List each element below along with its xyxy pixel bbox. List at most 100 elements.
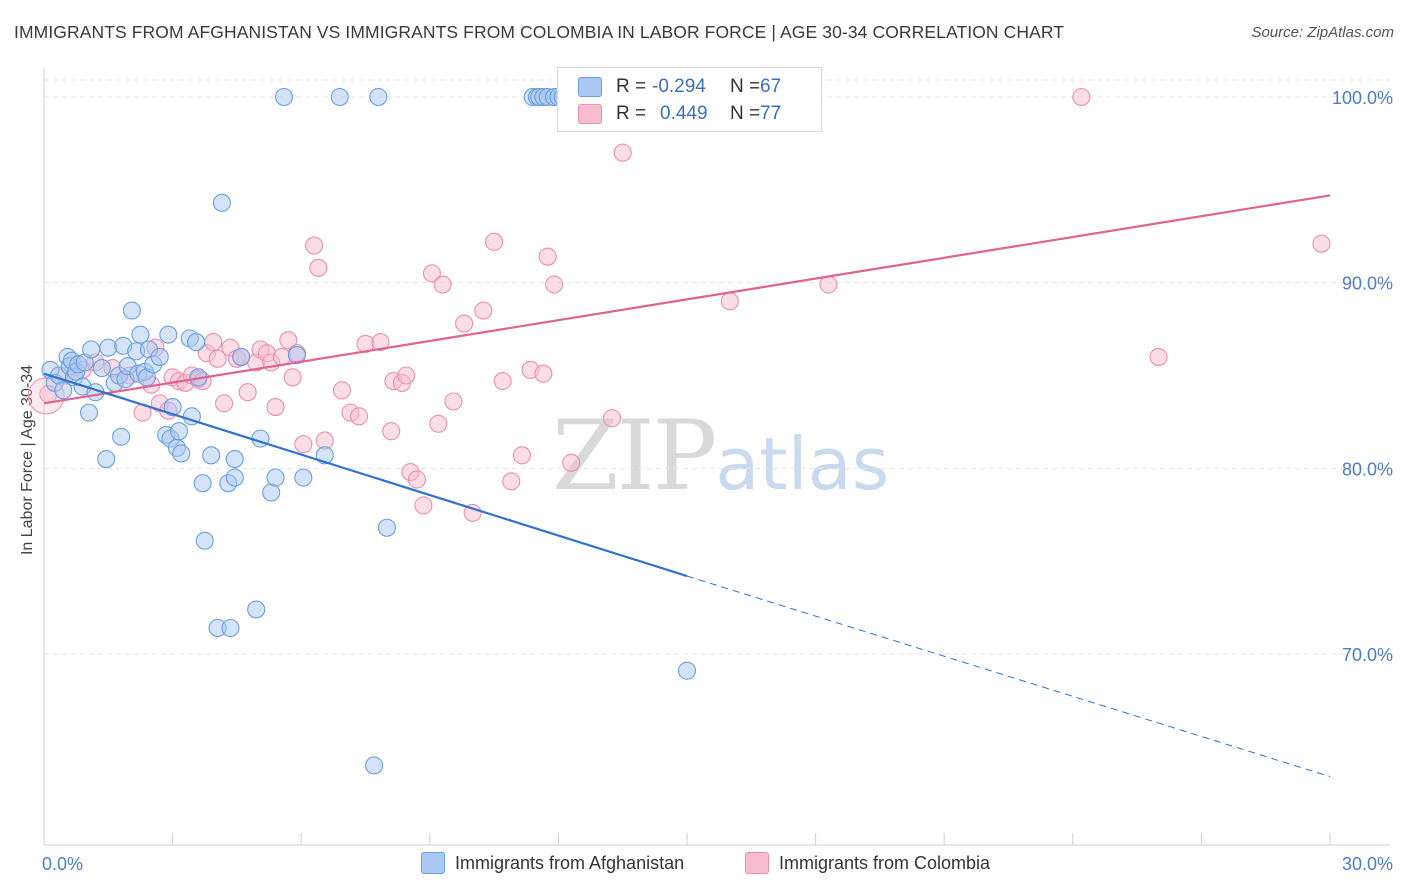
- colombia-point: [429, 414, 448, 433]
- afghanistan-point: [202, 446, 221, 465]
- stats-legend-row-colombia: R = 0.449 N = 77: [578, 101, 781, 127]
- colombia-point: [279, 331, 298, 350]
- axes: [43, 68, 1390, 846]
- afghanistan-point: [92, 359, 111, 378]
- colombia-trend-line: [43, 194, 1331, 405]
- afghanistan-point: [294, 468, 313, 487]
- colombia-point: [382, 422, 401, 441]
- afghanistan-point: [225, 449, 244, 469]
- colombia-point: [309, 258, 328, 277]
- colombia-point: [444, 392, 463, 411]
- afghanistan-point: [112, 427, 131, 446]
- afghanistan-point: [677, 661, 697, 680]
- colombia-point: [602, 409, 622, 428]
- colombia-point: [371, 333, 390, 352]
- legend-item-afghanistan[interactable]: Immigrants from Afghanistan: [421, 852, 684, 874]
- afghanistan-point: [365, 756, 384, 775]
- colombia-point: [266, 398, 285, 417]
- trend-lines: [43, 194, 1331, 778]
- colombia-point: [474, 301, 493, 320]
- colombia-point: [397, 366, 416, 385]
- colombia-point: [214, 394, 234, 413]
- legend-label-afghanistan: Immigrants from Afghanistan: [455, 852, 685, 873]
- colombia-point: [305, 236, 324, 255]
- afghanistan-point: [221, 618, 240, 638]
- afghanistan-point: [369, 87, 388, 107]
- chart-source: Source: ZipAtlas.com: [1251, 24, 1394, 41]
- n-value: 67: [760, 76, 782, 97]
- afghanistan-point: [97, 449, 116, 469]
- afghanistan-point: [82, 340, 101, 359]
- y-tick-label: 100.0%: [1332, 88, 1393, 108]
- afghanistan-point: [163, 398, 182, 417]
- colombia-point: [493, 372, 512, 391]
- colombia-point: [455, 314, 474, 333]
- colombia-point: [294, 435, 313, 454]
- r-value: -0.294: [652, 76, 706, 97]
- colombia-point: [414, 496, 433, 515]
- colombia-legend-swatch: [745, 852, 769, 874]
- colombia-point: [512, 446, 532, 465]
- series-legend: Immigrants from Afghanistan Immigrants f…: [0, 852, 1406, 878]
- colombia-point: [208, 349, 227, 368]
- afghanistan-point: [169, 422, 189, 441]
- afghanistan-point: [193, 474, 212, 493]
- legend-label-colombia: Immigrants from Colombia: [779, 852, 991, 873]
- afghanistan-point: [212, 193, 231, 212]
- afghanistan-point: [275, 87, 294, 107]
- afghanistan-point: [225, 468, 244, 487]
- chart-title: IMMIGRANTS FROM AFGHANISTAN VS IMMIGRANT…: [14, 22, 1065, 42]
- afghanistan-point: [172, 444, 191, 463]
- r-label: R =: [616, 76, 647, 97]
- colombia-point: [538, 247, 557, 266]
- afghanistan-point: [187, 333, 206, 352]
- x-tick-label: 0.0%: [42, 854, 83, 874]
- afghanistan-point: [79, 403, 99, 422]
- colombia-point: [238, 383, 257, 402]
- y-tick-label: 70.0%: [1342, 645, 1393, 665]
- colombia-point: [1072, 87, 1091, 107]
- afghanistan-point: [122, 301, 141, 320]
- afghanistan-point: [262, 483, 281, 502]
- colombia-point: [545, 275, 564, 294]
- colombia-point: [485, 232, 504, 251]
- colombia-point: [463, 503, 482, 522]
- colombia-point: [433, 275, 452, 294]
- afghanistan-point: [195, 531, 214, 550]
- watermark-zip: ZIP: [552, 400, 717, 512]
- colombia-point: [350, 407, 369, 426]
- colombia-point: [562, 453, 581, 472]
- afghanistan-trend-line: [43, 372, 688, 578]
- legend-item-colombia[interactable]: Immigrants from Colombia: [745, 852, 990, 874]
- afghanistan-trend-projection: [686, 575, 1331, 778]
- afghanistan-point: [150, 347, 169, 366]
- watermark: ZIPatlas: [552, 400, 889, 512]
- tick-labels: 70.0% 80.0% 90.0% 100.0% 0.0% 30.0%: [42, 88, 1393, 874]
- x-tick-label: 30.0%: [1342, 854, 1393, 874]
- watermark-atlas: atlas: [715, 422, 890, 506]
- colombia-point: [1149, 347, 1168, 366]
- colombia-point: [422, 264, 441, 283]
- afghanistan-points: [41, 87, 697, 775]
- n-label: N =: [730, 76, 761, 97]
- afghanistan-point: [330, 87, 349, 107]
- colombia-point: [534, 364, 553, 383]
- afghanistan-point: [131, 325, 150, 344]
- afghanistan-point: [99, 338, 118, 357]
- stats-legend-row-afghanistan: R = -0.294 N = 67: [578, 74, 781, 100]
- afghanistan-point: [159, 325, 178, 344]
- y-tick-label: 80.0%: [1342, 459, 1393, 479]
- colombia-point: [720, 292, 739, 311]
- colombia-point: [407, 470, 426, 489]
- colombia-point: [613, 143, 632, 162]
- grid-lines: [44, 79, 1390, 655]
- r-label: R =: [616, 103, 647, 124]
- y-tick-label: 90.0%: [1342, 274, 1393, 294]
- afghanistan-legend-swatch: [421, 852, 445, 874]
- colombia-point: [283, 368, 302, 387]
- n-label: N =: [730, 103, 761, 124]
- colombia-swatch: [578, 104, 602, 124]
- colombia-point: [502, 472, 521, 491]
- afghanistan-swatch: [578, 77, 602, 97]
